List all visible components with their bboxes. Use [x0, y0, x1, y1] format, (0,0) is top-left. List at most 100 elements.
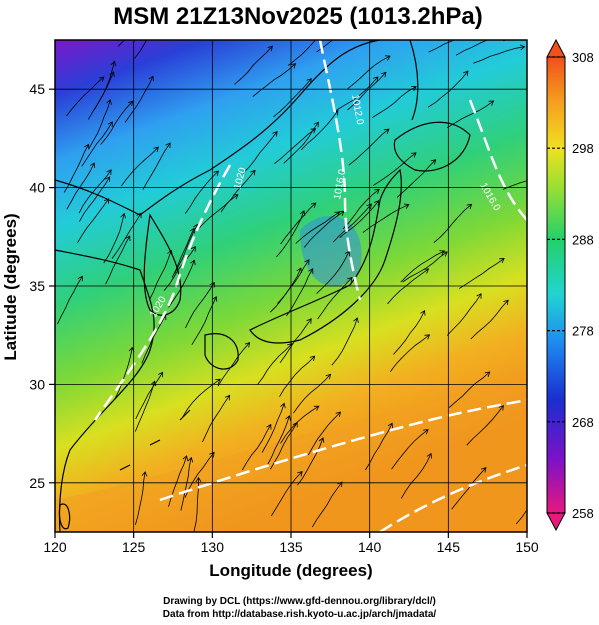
streamline — [342, 188, 380, 230]
streamline — [217, 342, 250, 387]
streamline — [142, 142, 171, 190]
streamline — [372, 152, 417, 186]
streamline — [347, 55, 391, 90]
streamline — [311, 481, 343, 528]
streamline — [185, 282, 215, 329]
streamline-arrowhead — [250, 169, 256, 176]
contour-1020-east — [468, 99, 527, 221]
streamline-arrowhead — [306, 318, 312, 324]
streamline — [339, 200, 379, 239]
streamline-arrowhead — [373, 200, 380, 206]
coastline-taiwan — [58, 503, 71, 530]
streamline-arrowhead — [313, 405, 320, 411]
streamline — [134, 381, 155, 432]
streamline-arrowhead — [244, 342, 251, 348]
streamline-arrowhead — [89, 162, 96, 168]
streamline-arrowhead — [107, 121, 113, 127]
y-tick-label: 45 — [29, 81, 45, 97]
streamline-arrowhead — [213, 170, 219, 176]
contour-1016-far-south — [379, 463, 527, 532]
streamline — [400, 453, 432, 499]
streamline-arrowhead — [335, 411, 342, 417]
streamline — [427, 70, 469, 108]
streamline — [111, 212, 142, 259]
streamline — [280, 202, 316, 245]
streamline — [446, 100, 494, 129]
streamline-arrowhead — [337, 481, 343, 488]
streamline — [455, 40, 489, 56]
streamline-arrowhead — [373, 76, 379, 82]
streamline — [135, 471, 146, 526]
streamline-arrowhead — [466, 203, 473, 210]
streamline-arrowhead — [141, 471, 148, 477]
streamline — [459, 258, 505, 289]
streamline-arrowhead — [290, 63, 297, 69]
streamline-arrowhead — [272, 130, 278, 137]
streamline-arrowhead — [463, 70, 469, 77]
y-axis-label: Latitude (degrees) — [1, 213, 20, 360]
streamline — [390, 334, 430, 372]
streamline-arrowhead — [189, 227, 195, 234]
streamline-arrowhead — [484, 371, 491, 377]
streamline — [168, 455, 187, 507]
streamline — [163, 246, 196, 291]
streamline — [174, 224, 198, 274]
streamline-arrowhead — [267, 45, 273, 52]
streamline-arrowhead — [299, 210, 306, 216]
streamline-arrowhead — [110, 60, 117, 67]
streamline-arrowhead — [187, 456, 194, 463]
streamline-arrowhead — [224, 394, 231, 401]
streamline — [79, 176, 111, 222]
streamline — [473, 46, 525, 64]
contour-1016-south — [159, 398, 527, 502]
streamline — [273, 78, 312, 118]
streamline — [124, 76, 154, 123]
colorbar-tick-label: 298 — [572, 141, 594, 156]
streamline-arrowhead — [488, 100, 495, 106]
streamline-arrowhead — [380, 71, 387, 78]
x-axis-label: Longitude (degrees) — [209, 561, 372, 580]
streamline-arrowhead — [165, 142, 171, 149]
streamline-arrowhead — [318, 437, 325, 443]
streamline — [202, 395, 230, 443]
streamline — [114, 347, 133, 399]
streamline-arrowhead — [158, 371, 164, 378]
streamline-arrowhead — [106, 99, 112, 105]
streamline-arrowhead — [309, 355, 316, 362]
y-tick-label: 40 — [29, 180, 45, 196]
streamline — [100, 100, 133, 145]
streamline-arrowhead — [426, 452, 432, 459]
streamline — [87, 71, 115, 120]
streamline — [77, 198, 110, 244]
streamline-arrowhead — [103, 198, 110, 204]
contour-1012 — [318, 40, 362, 301]
streamline — [283, 121, 319, 164]
grid — [55, 40, 527, 532]
streamline — [295, 211, 340, 244]
streamline — [286, 268, 314, 317]
streamline-arrowhead — [310, 202, 317, 208]
streamline-arrowhead — [310, 128, 317, 134]
cold-region — [300, 215, 362, 287]
streamline — [234, 45, 273, 85]
streamline-arrowhead — [182, 455, 189, 461]
y-axis: 25 30 35 40 45 — [29, 81, 55, 491]
streamline — [103, 213, 125, 264]
streamline — [470, 299, 509, 340]
streamline — [242, 131, 278, 174]
streamline-arrowhead — [366, 203, 372, 210]
streamline-arrowhead — [148, 75, 154, 82]
streamline-arrowhead — [308, 268, 314, 274]
streamline-arrowhead — [306, 78, 312, 84]
x-tick-label: 120 — [43, 539, 67, 555]
streamline — [448, 371, 490, 408]
streamline — [393, 310, 425, 355]
streamline-arrowhead — [498, 30, 503, 35]
streamline-arrowhead — [84, 143, 90, 150]
credit-data: Data from http://database.rish.kyoto-u.a… — [162, 609, 437, 620]
contour-label: 1016.0 — [332, 168, 348, 200]
streamline-arrowhead — [384, 55, 391, 61]
streamline — [81, 121, 113, 167]
streamline-arrowhead — [266, 423, 272, 430]
